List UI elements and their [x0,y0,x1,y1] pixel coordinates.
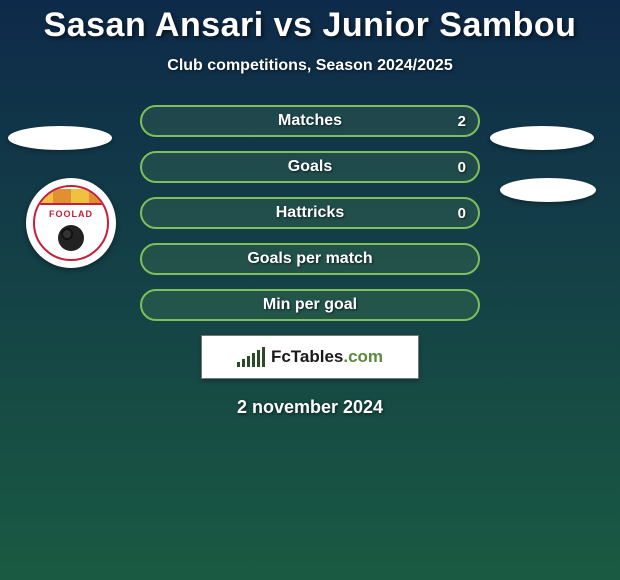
stat-row: Goals 0 [140,151,480,183]
stat-row: Min per goal [140,289,480,321]
stat-row: Matches 2 [140,105,480,137]
date: 2 november 2024 [0,397,620,418]
stat-label: Min per goal [263,296,357,314]
brand-bar [247,356,250,367]
brand-bars-icon [237,347,265,367]
brand-bar [242,359,245,367]
stat-right-value: 0 [458,205,466,222]
page-title: Sasan Ansari vs Junior Sambou [0,0,620,45]
brand-bar [257,350,260,367]
brand-box[interactable]: FcTables.com [201,335,419,379]
brand-domain: .com [343,347,383,366]
stats-container: Matches 2 Goals 0 Hattricks 0 Goals per match M… [0,105,620,321]
brand-bar [237,362,240,367]
subtitle: Club competitions, Season 2024/2025 [0,57,620,75]
stat-row: Goals per match [140,243,480,275]
stat-label: Goals per match [247,250,372,268]
brand-text: FcTables.com [271,347,383,367]
stat-label: Hattricks [276,204,344,222]
stat-row: Hattricks 0 [140,197,480,229]
brand-bar [262,347,265,367]
stat-label: Goals [288,158,332,176]
stat-right-value: 0 [458,159,466,176]
brand-bar [252,353,255,367]
brand-name: FcTables [271,347,343,366]
stat-right-value: 2 [458,113,466,130]
stat-label: Matches [278,112,342,130]
